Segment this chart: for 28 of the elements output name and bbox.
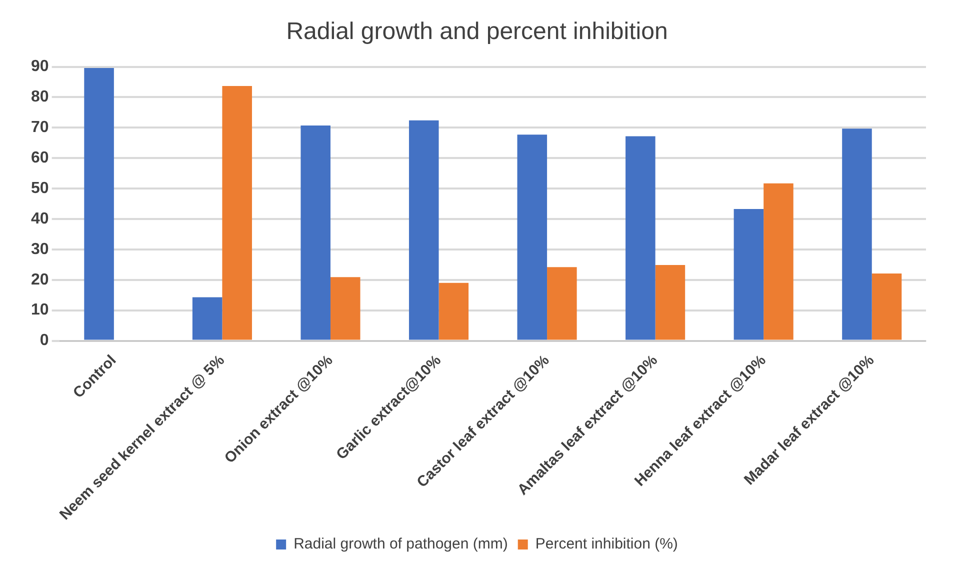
bar (192, 297, 222, 340)
bar (872, 273, 902, 340)
bar (84, 68, 114, 340)
y-tick-label: 50 (31, 180, 49, 197)
y-tick-label: 60 (31, 150, 49, 167)
legend-label: Radial growth of pathogen (mm) (294, 536, 508, 553)
bar (626, 136, 656, 340)
bar (300, 126, 330, 340)
bar (222, 86, 252, 340)
bar (734, 208, 764, 340)
y-tick-label: 0 (40, 332, 49, 350)
bar (517, 134, 548, 340)
y-tick-label: 90 (31, 58, 49, 76)
legend-label: Percent inhibition (%) (535, 536, 678, 553)
bar (408, 120, 439, 340)
bar (438, 282, 469, 340)
bar (764, 183, 794, 340)
y-tick-label: 40 (31, 210, 49, 228)
bar (655, 264, 686, 340)
y-tick-label: 10 (31, 302, 49, 319)
y-tick-label: 30 (31, 240, 49, 258)
bar (547, 267, 577, 340)
chart-title: Radial growth and percent inhibition (286, 18, 668, 46)
bar (330, 277, 360, 340)
y-tick-label: 70 (31, 119, 49, 136)
y-tick-label: 80 (31, 88, 49, 106)
bar (842, 128, 872, 340)
y-tick-label: 20 (31, 271, 49, 288)
